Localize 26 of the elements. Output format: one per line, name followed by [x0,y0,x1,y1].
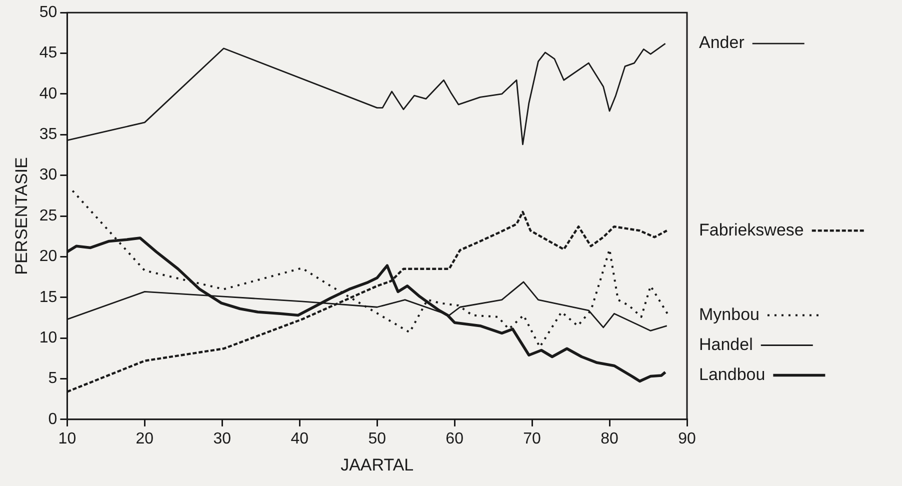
x-tick-label: 90 [678,430,696,448]
legend-label: Fabriekswese [699,220,804,240]
y-tick-label: 15 [39,288,58,306]
x-axis-title: JAARTAL [340,455,414,474]
y-tick-label: 20 [39,248,58,266]
x-tick-label: 20 [136,430,154,448]
legend-label: Handel [699,334,753,354]
y-tick-label: 25 [39,207,58,224]
y-tick-label: 30 [39,166,58,184]
legend-label: Ander [699,33,745,52]
y-tick-label: 10 [39,329,58,346]
legend-label: Mynbou [699,304,760,324]
y-tick-label: 50 [39,4,58,22]
x-tick-label: 80 [600,430,619,448]
legend-label: Landbou [699,364,766,384]
y-tick-label: 45 [39,44,58,62]
y-tick-label: 35 [39,126,58,144]
y-axis-title: PERSENTASIE [12,157,31,275]
x-tick-label: 50 [368,430,386,448]
y-tick-label: 5 [48,370,58,388]
y-tick-label: 40 [39,85,58,102]
y-tick-label: 0 [48,410,58,428]
x-tick-label: 70 [523,430,542,448]
x-tick-label: 40 [290,430,309,448]
x-tick-label: 30 [213,430,232,448]
x-tick-label: 60 [446,430,464,448]
